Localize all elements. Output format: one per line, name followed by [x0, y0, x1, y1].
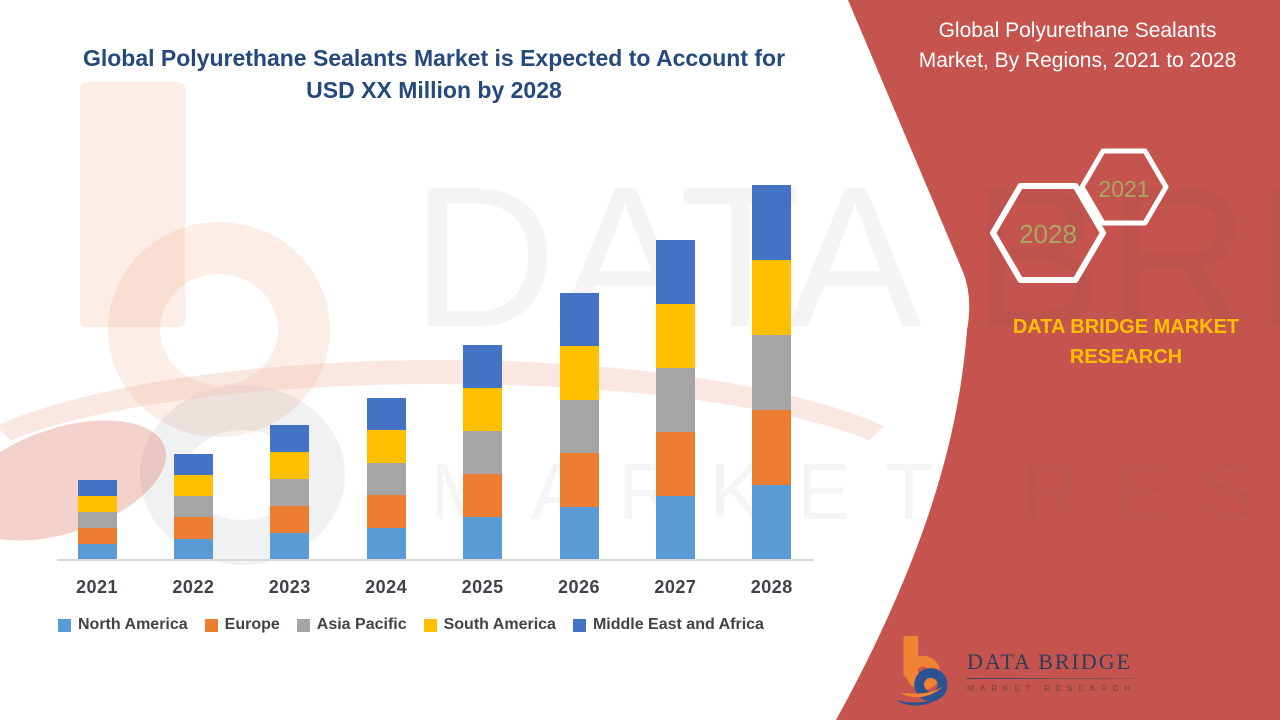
- x-axis-label-2022: 2022: [172, 577, 215, 597]
- legend-item-middle-east-and-africa: Middle East and Africa: [572, 616, 764, 634]
- x-axis-line: [57, 559, 814, 561]
- databridge-logo: DATA BRIDGE MARKET RESEARCH: [893, 632, 1136, 710]
- watermark-text-databridge: DATA BRIDGE: [412, 146, 1280, 369]
- x-axis-label-2028: 2028: [750, 577, 793, 597]
- legend-label: South America: [443, 616, 556, 633]
- legend-item-north-america: North America: [58, 616, 188, 634]
- chart-title-line1: Global Polyurethane Sealants Market is E…: [82, 45, 786, 71]
- legend-swatch-asia-pacific: [296, 618, 310, 632]
- chart-legend: North America Europe Asia Pacific South Ame…: [58, 616, 764, 634]
- panel-title: Global Polyurethane Sealants Market, By …: [885, 16, 1270, 76]
- logo-name: DATA BRIDGE: [967, 648, 1133, 674]
- chart-title: Global Polyurethane Sealants Market is E…: [59, 42, 809, 106]
- panel-title-line2: Market, By Regions, 2021 to 2028: [918, 49, 1237, 72]
- hexagon-2028: [990, 183, 1106, 283]
- databridge-logo-text: DATA BRIDGE MARKET RESEARCH: [967, 648, 1136, 694]
- x-axis-label-2021: 2021: [75, 577, 119, 597]
- brand-wordmark-line2: RESEARCH: [1069, 346, 1183, 368]
- legend-swatch-middle-east-and-africa: [572, 618, 586, 632]
- hexagon-2021: [1079, 148, 1169, 226]
- hexagon-year-2028: 2028: [1019, 219, 1077, 249]
- legend-item-south-america: South America: [423, 616, 556, 634]
- x-axis-label-2027: 2027: [654, 577, 697, 597]
- chart-title-line2: USD XX Million by 2028: [306, 77, 562, 103]
- legend-label: Europe: [224, 616, 280, 633]
- legend-item-asia-pacific: Asia Pacific: [296, 616, 407, 634]
- x-axis-label-2023: 2023: [268, 577, 311, 597]
- x-axis-label-2026: 2026: [557, 577, 601, 597]
- x-axis-label-2024: 2024: [365, 577, 408, 597]
- panel-title-line1: Global Polyurethane Sealants: [938, 19, 1217, 42]
- legend-label: Middle East and Africa: [592, 616, 764, 633]
- legend-swatch-north-america: [58, 618, 71, 632]
- hexagon-year-2021: 2021: [1098, 176, 1150, 202]
- legend-swatch-europe: [204, 618, 218, 632]
- x-axis-label-2025: 2025: [461, 577, 504, 597]
- databridge-logo-icon: [895, 635, 951, 706]
- legend-label: Asia Pacific: [316, 616, 407, 633]
- logo-divider: [967, 677, 1136, 680]
- legend-label: North America: [78, 616, 188, 633]
- legend-item-europe: Europe: [204, 616, 280, 634]
- legend-swatch-south-america: [423, 618, 437, 632]
- brand-wordmark: DATA BRIDGE MARKET RESEARCH: [995, 312, 1257, 372]
- logo-subtitle: MARKET RESEARCH: [967, 683, 1136, 694]
- brand-wordmark-line1: DATA BRIDGE MARKET: [1012, 316, 1240, 338]
